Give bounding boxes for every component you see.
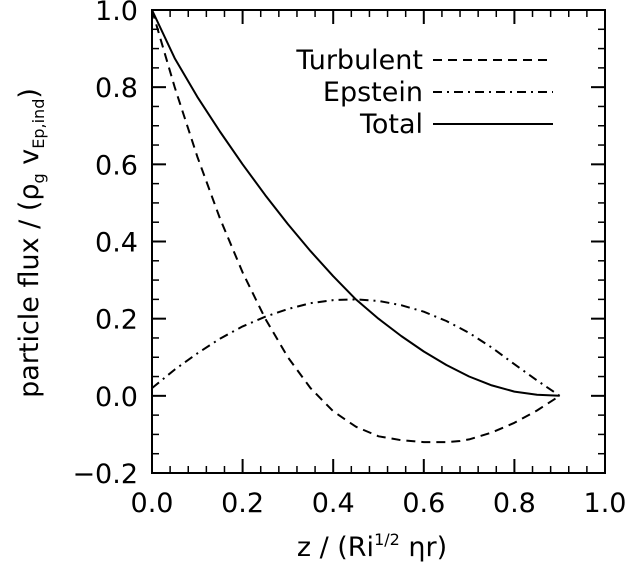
y-tick-label: 0.6 — [95, 150, 138, 181]
x-tick-label: 0.0 — [131, 488, 174, 519]
tick-labels: 0.0 0.2 0.4 0.6 0.8 1.0−0.20.00.20.40.60.81.0 — [72, 0, 625, 519]
series-epstein-line — [151, 298, 561, 397]
legend-label-turbulent: Turbulent — [295, 45, 423, 76]
axis-ticks — [151, 9, 606, 474]
chart-curves — [151, 9, 561, 444]
y-tick-label: 1.0 — [95, 0, 138, 27]
series-total-line — [151, 9, 560, 397]
x-tick-label: 0.4 — [312, 488, 355, 519]
x-tick-label: 0.6 — [402, 488, 445, 519]
x-tick-label: 0.2 — [221, 488, 264, 519]
y-tick-label: 0.0 — [95, 382, 138, 413]
legend-label-epstein: Epstein — [323, 77, 423, 108]
y-tick-label: −0.2 — [72, 459, 138, 490]
x-tick-label: 0.8 — [493, 488, 536, 519]
x-axis-label: z / (Ri1/2 ηr) — [297, 530, 447, 563]
y-axis-label: particle flux / (ρg vEp,ind) — [14, 88, 48, 398]
y-tick-label: 0.4 — [95, 228, 138, 259]
series-turbulent-line — [151, 9, 561, 444]
legend-label-total: Total — [359, 109, 423, 140]
y-tick-label: 0.2 — [95, 305, 138, 336]
y-tick-label: 0.8 — [95, 73, 138, 104]
x-tick-label: 1.0 — [584, 488, 625, 519]
